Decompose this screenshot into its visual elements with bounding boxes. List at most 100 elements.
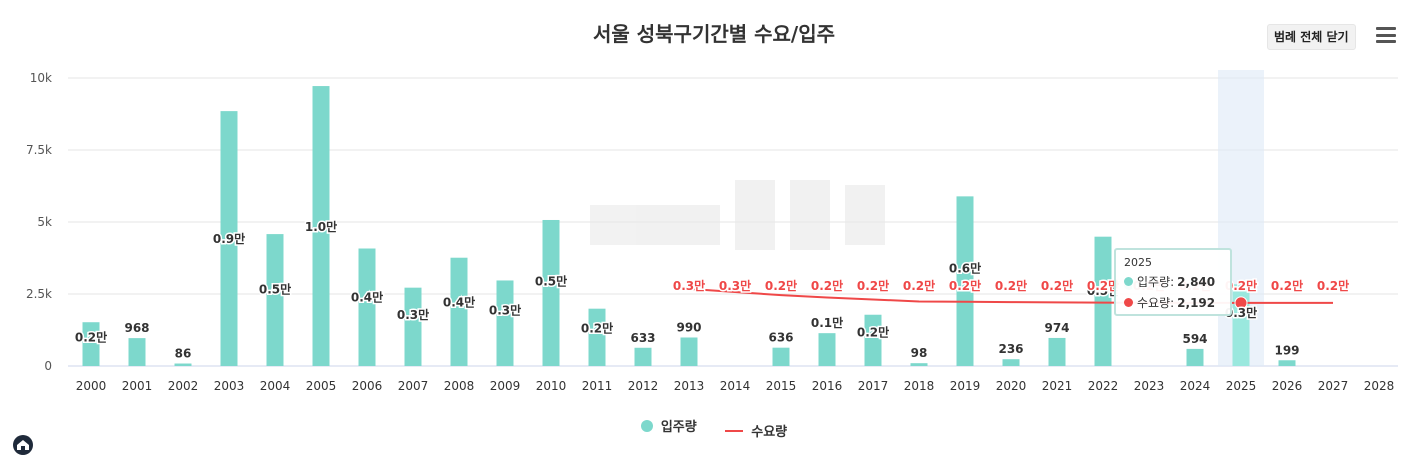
bar-data-label: 0.3만 xyxy=(397,307,429,322)
legend: 입주량 수요량 xyxy=(0,416,1428,440)
line-data-label: 0.2만 xyxy=(1087,278,1119,293)
bar xyxy=(910,363,928,366)
x-tick-label: 2026 xyxy=(1272,379,1303,393)
y-tick-label: 0 xyxy=(44,359,52,373)
bar xyxy=(772,347,790,366)
bar xyxy=(128,338,146,366)
y-tick-label: 10k xyxy=(30,71,52,85)
bar xyxy=(864,314,882,366)
chart-title: 서울 성북구기간별 수요/입주 xyxy=(592,22,836,46)
bar-data-label: 0.6만 xyxy=(949,261,981,276)
bar xyxy=(1002,359,1020,366)
bar xyxy=(1186,348,1204,366)
bar-data-label: 968 xyxy=(124,321,149,335)
line-data-label: 0.2만 xyxy=(949,278,981,293)
line-data-label: 0.3만 xyxy=(719,278,751,293)
bar xyxy=(680,337,698,366)
x-tick-label: 2020 xyxy=(996,379,1027,393)
x-tick-label: 2014 xyxy=(720,379,751,393)
y-tick-label: 5k xyxy=(37,215,52,229)
bar xyxy=(404,287,422,366)
legend-item-supply[interactable]: 입주량 xyxy=(640,416,697,435)
x-tick-label: 2009 xyxy=(490,379,521,393)
watermark xyxy=(590,180,885,250)
bar-data-label: 0.9만 xyxy=(213,231,245,246)
x-tick-label: 2023 xyxy=(1134,379,1165,393)
bar-data-label: 1.0만 xyxy=(305,219,337,234)
bar xyxy=(358,248,376,366)
y-tick-label: 2.5k xyxy=(26,287,52,301)
x-tick-label: 2016 xyxy=(812,379,843,393)
bar-data-label: 990 xyxy=(676,320,701,334)
bar xyxy=(82,322,100,366)
bar xyxy=(220,111,238,367)
bar xyxy=(818,333,836,366)
x-tick-label: 2021 xyxy=(1042,379,1073,393)
bar-data-label: 0.2만 xyxy=(75,330,107,345)
bar-data-label: 0.2만 xyxy=(857,325,889,340)
demand-point xyxy=(1234,296,1248,310)
bar-data-label: 633 xyxy=(630,331,655,345)
bar-data-label: 0.3만 xyxy=(1225,305,1257,320)
x-tick-label: 2013 xyxy=(674,379,705,393)
legend-line-icon xyxy=(725,429,744,432)
bar xyxy=(634,347,652,366)
tooltip-value-demand: 2,192 xyxy=(1177,295,1216,310)
tooltip: 2025 입주량: 2,840 수요량: 2,192 xyxy=(1114,248,1232,316)
bar xyxy=(450,257,468,366)
x-tick-label: 2012 xyxy=(628,379,659,393)
bar xyxy=(312,86,330,367)
line-data-label: 0.2만 xyxy=(1225,278,1257,293)
bar-data-label: 98 xyxy=(911,346,928,360)
home-logo-icon[interactable] xyxy=(12,434,34,456)
bar-data-label: 0.1만 xyxy=(811,315,843,330)
line-data-label: 0.2만 xyxy=(857,278,889,293)
legend-item-demand[interactable]: 수요량 xyxy=(725,421,787,440)
x-tick-label: 2005 xyxy=(306,379,337,393)
x-tick-label: 2011 xyxy=(582,379,613,393)
x-tick-label: 2019 xyxy=(950,379,981,393)
line-data-label: 0.3만 xyxy=(673,278,705,293)
bar-data-label: 974 xyxy=(1044,321,1069,335)
x-tick-label: 2008 xyxy=(444,379,475,393)
tooltip-dot-demand xyxy=(1124,298,1133,307)
bar xyxy=(1094,236,1112,366)
legend-dot-icon xyxy=(640,419,653,432)
bar xyxy=(1048,337,1066,366)
line-data-label: 0.2만 xyxy=(1317,278,1349,293)
tooltip-dot-supply xyxy=(1124,277,1133,286)
bar-data-label: 636 xyxy=(768,331,793,345)
tooltip-value-supply: 2,840 xyxy=(1177,274,1216,289)
legend-label-supply: 입주량 xyxy=(660,420,697,435)
bar xyxy=(174,363,192,366)
x-tick-label: 2015 xyxy=(766,379,797,393)
bar xyxy=(588,308,606,366)
bar xyxy=(1278,360,1296,366)
menu-icon[interactable] xyxy=(1376,27,1396,43)
bar xyxy=(542,219,560,366)
x-tick-label: 2010 xyxy=(536,379,567,393)
x-tick-label: 2001 xyxy=(122,379,153,393)
bar-data-label: 0.5만 xyxy=(1087,283,1119,298)
line-data-label: 0.2만 xyxy=(765,278,797,293)
x-tick-label: 2003 xyxy=(214,379,245,393)
tooltip-row-demand: 수요량: 2,192 xyxy=(1124,294,1222,311)
bar-data-label: 0.5만 xyxy=(535,274,567,289)
x-tick-label: 2028 xyxy=(1364,379,1395,393)
legend-toggle-button[interactable]: 범례 전체 닫기 xyxy=(1267,24,1356,50)
legend-label-demand: 수요량 xyxy=(751,425,788,440)
tooltip-title: 2025 xyxy=(1124,256,1152,269)
x-tick-label: 2000 xyxy=(76,379,107,393)
bar-data-label: 199 xyxy=(1274,343,1299,357)
x-tick-label: 2022 xyxy=(1088,379,1119,393)
x-tick-label: 2002 xyxy=(168,379,199,393)
bar-data-label: 594 xyxy=(1182,332,1207,346)
bar xyxy=(266,234,284,366)
bar-data-label: 86 xyxy=(175,347,192,361)
line-data-label: 0.2만 xyxy=(903,278,935,293)
bar xyxy=(496,280,514,366)
bar xyxy=(956,196,974,366)
x-tick-label: 2007 xyxy=(398,379,429,393)
line-data-label: 0.2만 xyxy=(811,278,843,293)
